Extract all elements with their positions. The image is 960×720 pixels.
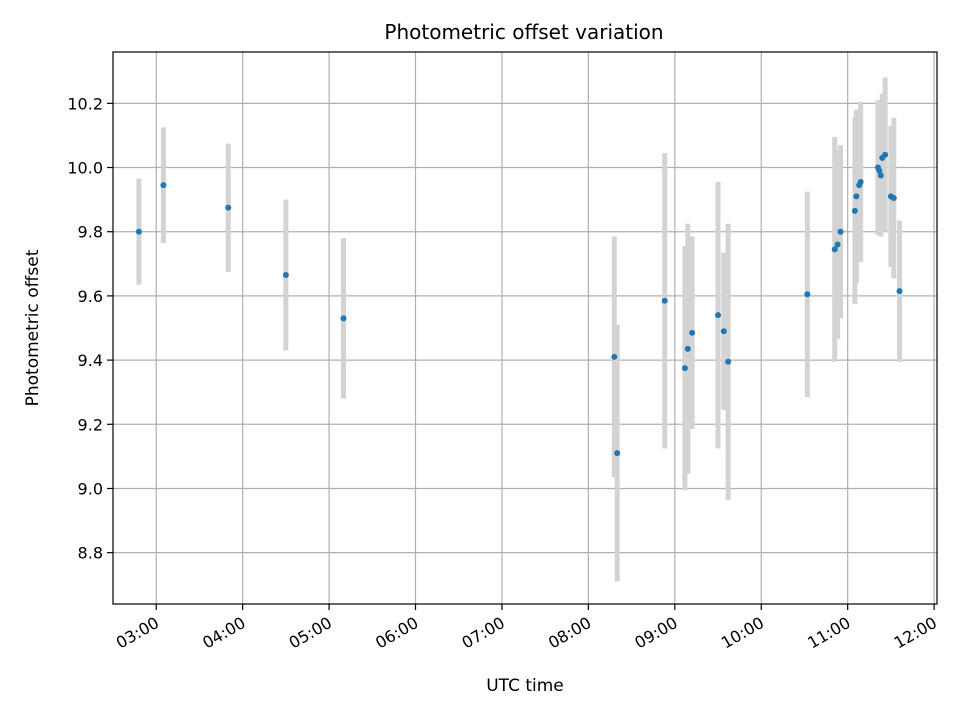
- data-point: [851, 207, 858, 214]
- data-point: [614, 450, 621, 457]
- grid: [113, 52, 937, 604]
- x-axis-label: UTC time: [486, 676, 564, 696]
- data-point: [715, 312, 722, 319]
- plot-frame: [112, 51, 938, 605]
- data-point: [896, 288, 903, 295]
- data-point: [135, 228, 142, 235]
- y-tick-label: 8.8: [78, 544, 103, 563]
- data-point: [225, 204, 232, 211]
- y-tick-label: 10.0: [67, 159, 103, 178]
- data-points: [135, 151, 903, 457]
- data-point: [160, 182, 167, 189]
- data-point: [681, 365, 688, 372]
- y-tick-label: 10.2: [67, 94, 103, 113]
- data-point: [890, 195, 897, 202]
- y-axis-label: Photometric offset: [23, 249, 43, 406]
- data-point: [876, 167, 883, 174]
- data-point: [611, 353, 618, 360]
- y-tick-label: 9.4: [78, 351, 103, 370]
- data-point: [837, 228, 844, 235]
- data-point: [877, 172, 884, 179]
- data-point: [853, 193, 860, 200]
- data-point: [834, 241, 841, 248]
- data-point: [720, 328, 727, 335]
- y-tick-label: 9.0: [78, 479, 103, 498]
- data-point: [725, 358, 732, 365]
- data-point: [882, 151, 889, 158]
- data-point: [857, 178, 864, 185]
- data-point: [282, 272, 289, 279]
- data-point: [661, 297, 668, 304]
- y-axis: 8.8 9.0 9.2 9.4 9.6 9.8 10.0 10.2: [67, 94, 113, 563]
- y-tick-label: 9.8: [78, 223, 103, 242]
- chart-title: Photometric offset variation: [384, 20, 663, 44]
- data-point: [689, 329, 696, 336]
- data-point: [831, 246, 838, 253]
- y-tick-label: 9.6: [78, 287, 103, 306]
- data-point: [684, 345, 691, 352]
- data-point: [340, 315, 347, 322]
- data-point: [804, 291, 811, 298]
- y-tick-label: 9.2: [78, 415, 103, 434]
